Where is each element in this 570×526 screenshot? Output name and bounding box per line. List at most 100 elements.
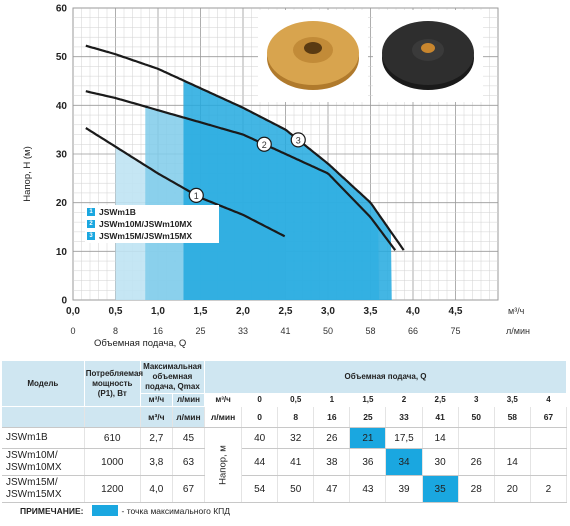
model-cell: JSWm1B <box>2 427 85 449</box>
head-value-cell: 26 <box>313 427 351 449</box>
note-text: - точка максимального КПД <box>121 505 231 516</box>
x-unit-label-lpm: л/мин <box>506 326 530 336</box>
head-value-cell: 14 <box>494 448 531 476</box>
head-value-cell: 39 <box>385 475 423 503</box>
flow-m3-cell: 2,5 <box>422 393 459 407</box>
qmax-lpm-cell: 63 <box>172 448 206 476</box>
head-value-cell: 38 <box>313 448 351 476</box>
x-tick-label-lpm: 33 <box>238 326 248 336</box>
legend-label: JSWm10M/JSWm10MX <box>99 219 193 229</box>
chart-legend: 1 JSWm1B 2 JSWm10M/JSWm10MX 3 JSWm15M/JS… <box>85 205 219 243</box>
flow-lpm-cell: 25 <box>349 406 387 428</box>
curve-number-label: 2 <box>262 140 267 150</box>
x-tick-label: 1,0 <box>151 306 165 317</box>
x-tick-label-lpm: 66 <box>408 326 418 336</box>
x-tick-label: 4,0 <box>406 306 420 317</box>
x-tick-label: 3,0 <box>321 306 335 317</box>
x-tick-label-lpm: 75 <box>450 326 460 336</box>
x-tick-label: 2,0 <box>236 306 250 317</box>
y-tick-label: 0 <box>61 296 67 307</box>
max-efficiency-swatch <box>91 505 118 516</box>
qmax-m3-cell: 4,0 <box>140 475 173 503</box>
head-value-cell: 21 <box>349 427 387 449</box>
x-tick-label: 3,5 <box>364 306 378 317</box>
pump-curves <box>85 44 405 251</box>
col-header-max-flow: Максимальная объемная подача, Qmax <box>140 361 206 394</box>
legend-badge: 1 <box>87 208 95 216</box>
col-header-unit: л/мин <box>172 393 206 407</box>
table-row: JSWm15M/ JSWm15MX 1200 4,0 67 54 50 47 43 39 35 28… <box>2 475 568 503</box>
curve-number-marker <box>188 187 204 203</box>
table-unit-row: м³/ч л/мин л/мин 0 8 16 25 33 41 50 58 6… <box>2 406 568 428</box>
head-value-cell: 41 <box>277 448 315 476</box>
x-tick-label-lpm: 50 <box>323 326 333 336</box>
x-tick-label-lpm: 8 <box>113 326 118 336</box>
head-value-cell: 32 <box>277 427 315 449</box>
head-label: Напор, м <box>217 445 229 485</box>
impeller-photo-plastic <box>373 10 483 102</box>
head-value-cell: 2 <box>530 475 568 503</box>
head-label-cell: Напор, м <box>204 427 243 503</box>
x-tick-label: 0,5 <box>109 306 123 317</box>
qmax-m3-cell: 3,8 <box>140 448 173 476</box>
x-tick-label: 4,5 <box>449 306 463 317</box>
head-value-cell: 47 <box>313 475 351 503</box>
max-efficiency-band <box>183 80 392 300</box>
curve-number-label: 3 <box>296 135 301 145</box>
flow-lpm-cell: 50 <box>458 406 495 428</box>
impeller-photo-brass <box>258 10 368 102</box>
x-tick-label: 0,0 <box>66 306 80 317</box>
blank-cell <box>2 406 85 428</box>
x-tick-label-lpm: 58 <box>365 326 375 336</box>
head-value-cell: 43 <box>349 475 387 503</box>
curve-number-marker <box>256 136 272 152</box>
y-tick-label: 40 <box>56 101 68 112</box>
head-value-cell: 34 <box>385 448 423 476</box>
y-tick-label: 30 <box>56 150 68 161</box>
flow-m3-cell: 4 <box>530 393 568 407</box>
flow-lpm-cell: 58 <box>494 406 531 428</box>
power-cell: 610 <box>84 427 141 449</box>
col-header-unit: л/мин <box>172 406 206 428</box>
head-value-cell: 44 <box>241 448 279 476</box>
x-tick-label-lpm: 25 <box>195 326 205 336</box>
curve-number-marker <box>290 132 306 148</box>
flow-lpm-cell: 67 <box>530 406 568 428</box>
table-note: ПРИМЕЧАНИЕ: - точка максимального КПД <box>20 505 230 516</box>
curve-number-label: 1 <box>194 191 199 201</box>
col-header-unit: м³/ч <box>204 393 243 407</box>
flow-m3-cell: 1 <box>313 393 351 407</box>
flow-lpm-cell: 41 <box>422 406 459 428</box>
flow-m3-cell: 2 <box>385 393 423 407</box>
head-value-cell <box>494 427 531 449</box>
legend-item: 2 JSWm10M/JSWm10MX <box>87 218 217 230</box>
power-cell: 1000 <box>84 448 141 476</box>
y-tick-label: 20 <box>56 198 68 209</box>
x-tick-label-lpm: 0 <box>70 326 75 336</box>
legend-item: 1 JSWm1B <box>87 206 217 218</box>
legend-badge: 3 <box>87 232 95 240</box>
head-value-cell: 26 <box>458 448 495 476</box>
flow-m3-cell: 3 <box>458 393 495 407</box>
y-tick-label: 10 <box>56 247 68 258</box>
col-header-model: Модель <box>2 361 85 407</box>
pump-curve-line <box>85 90 397 251</box>
x-tick-label-lpm: 16 <box>153 326 163 336</box>
qmax-m3-cell: 2,7 <box>140 427 173 449</box>
x-tick-label: 1,5 <box>194 306 208 317</box>
flow-m3-cell: 0 <box>241 393 279 407</box>
blank-cell <box>84 406 141 428</box>
head-value-cell <box>530 448 568 476</box>
y-tick-label: 60 <box>56 4 68 15</box>
legend-label: JSWm1B <box>99 207 136 217</box>
y-axis-title: Напор, Н (м) <box>22 146 33 202</box>
flow-m3-cell: 3,5 <box>494 393 531 407</box>
chart-labels: 1 2 3 <box>188 132 306 203</box>
pump-curve-line <box>85 44 405 251</box>
x-axis-title: Объемная подача, Q <box>94 338 186 349</box>
head-value-cell: 14 <box>422 427 459 449</box>
flow-m3-cell: 0,5 <box>277 393 315 407</box>
col-header-unit: л/мин <box>204 406 243 428</box>
flow-lpm-cell: 8 <box>277 406 315 428</box>
flow-m3-cell: 1,5 <box>349 393 387 407</box>
